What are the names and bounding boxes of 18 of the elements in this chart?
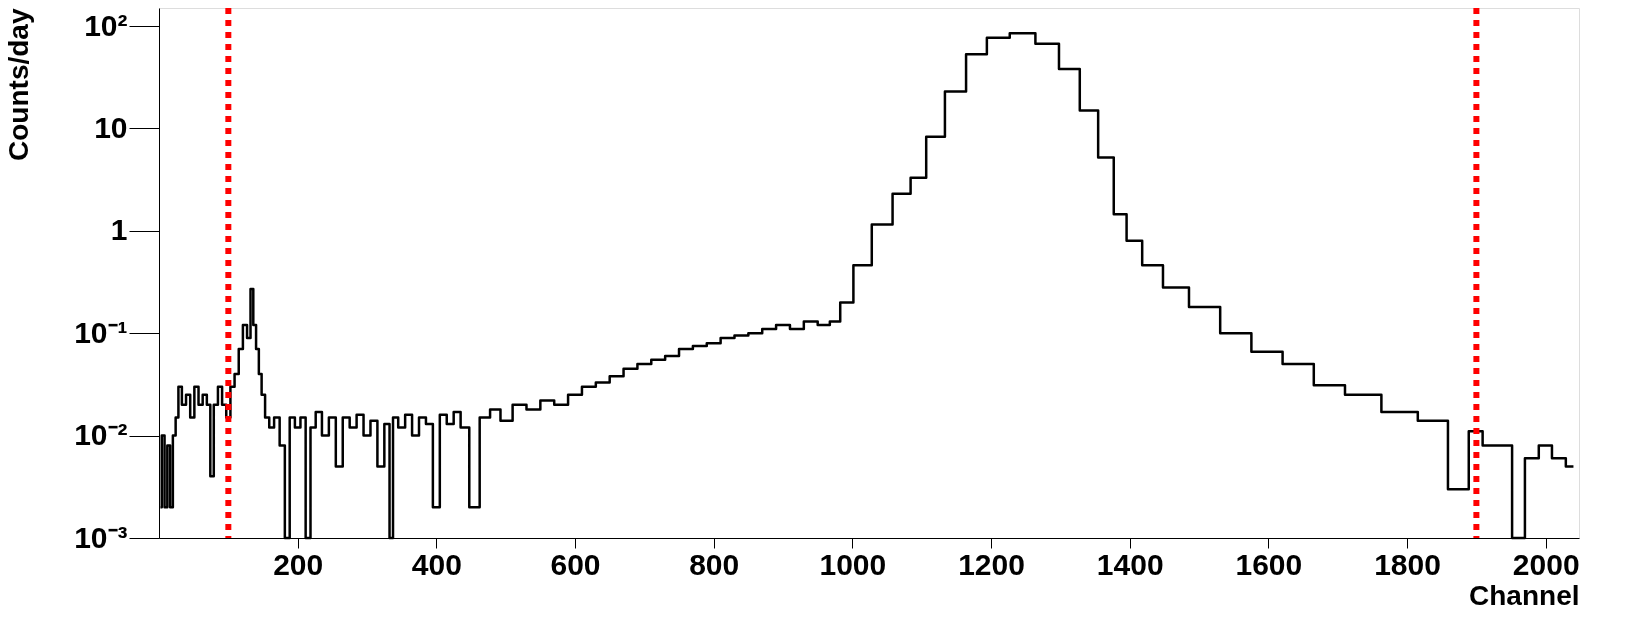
x-tick-label: 2000 [1512,547,1580,581]
x-tick-label: 800 [689,547,740,581]
y-tick-label: 1 [110,213,128,247]
y-tick-label: 10⁻³ [74,520,128,554]
x-tick-label: 200 [273,547,324,581]
y-tick-label: 10 [94,110,128,144]
x-tick-label: 1200 [958,547,1025,581]
x-axis-title: Channel [1469,579,1580,611]
x-tick-label: 1400 [1096,547,1164,581]
y-tick-label: 10⁻¹ [74,315,128,349]
y-tick-label: 10² [84,8,128,42]
x-tick-label: 600 [550,547,601,581]
x-tick-label: 1800 [1374,547,1441,581]
y-tick-label: 10⁻² [74,418,128,452]
y-axis-title: Counts/day [3,8,35,161]
x-tick-label: 1000 [819,547,887,581]
x-tick-label: 1600 [1235,547,1303,581]
x-tick-label: 400 [411,547,462,581]
